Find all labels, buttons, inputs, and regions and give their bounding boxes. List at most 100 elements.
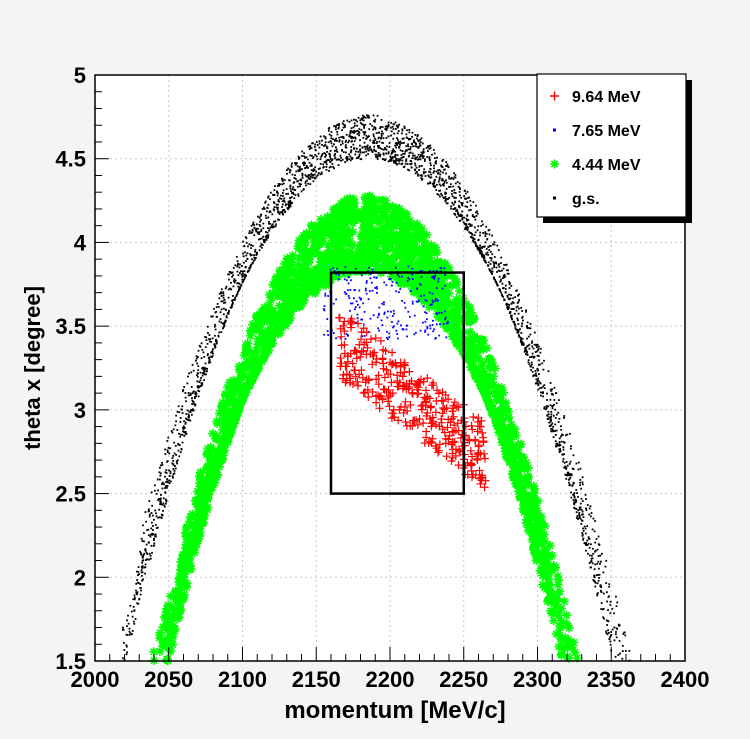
data-point xyxy=(476,215,478,217)
data-point xyxy=(359,154,361,156)
data-point xyxy=(297,186,299,188)
data-point xyxy=(368,147,370,149)
data-point xyxy=(420,295,422,297)
data-point xyxy=(528,327,530,329)
data-point xyxy=(197,365,199,367)
data-point xyxy=(303,155,305,157)
data-point xyxy=(221,288,223,290)
data-point-star xyxy=(262,348,271,357)
data-point xyxy=(282,192,284,194)
data-point xyxy=(314,144,316,146)
data-point xyxy=(510,315,512,317)
data-point xyxy=(584,542,586,544)
data-point xyxy=(345,338,347,340)
data-point xyxy=(359,297,361,299)
data-point xyxy=(201,357,203,359)
data-point xyxy=(384,147,386,149)
data-point xyxy=(502,287,504,289)
data-point xyxy=(137,574,139,576)
data-point xyxy=(148,508,150,510)
data-point xyxy=(315,149,317,151)
data-point xyxy=(450,178,452,180)
data-point xyxy=(360,118,362,120)
data-point xyxy=(388,160,390,162)
data-point xyxy=(517,332,519,334)
data-point xyxy=(331,142,333,144)
data-point xyxy=(151,512,153,514)
data-point xyxy=(382,324,384,326)
data-point xyxy=(482,232,484,234)
data-point xyxy=(146,529,148,531)
data-point xyxy=(522,338,524,340)
data-point xyxy=(385,158,387,160)
data-point xyxy=(244,270,246,272)
data-point xyxy=(429,145,431,147)
data-point xyxy=(224,320,226,322)
data-point xyxy=(199,385,201,387)
data-point xyxy=(598,536,600,538)
data-point xyxy=(396,137,398,139)
data-point xyxy=(195,360,197,362)
data-point xyxy=(137,591,139,593)
data-point xyxy=(386,145,388,147)
data-point xyxy=(469,200,471,202)
data-point xyxy=(163,504,165,506)
data-point xyxy=(511,319,513,321)
data-point xyxy=(436,184,438,186)
data-point xyxy=(477,213,479,215)
data-point xyxy=(550,404,552,406)
data-point xyxy=(283,189,285,191)
data-point xyxy=(599,544,601,546)
data-point xyxy=(418,300,420,302)
data-point xyxy=(164,476,166,478)
data-point xyxy=(416,146,418,148)
data-point xyxy=(371,282,373,284)
data-point xyxy=(411,167,413,169)
data-point-star xyxy=(282,319,291,328)
data-point-star xyxy=(555,621,564,630)
data-point xyxy=(220,318,222,320)
data-point xyxy=(243,255,245,257)
data-point xyxy=(594,586,596,588)
data-point-star xyxy=(182,532,191,541)
data-point xyxy=(191,403,193,405)
data-point xyxy=(454,176,456,178)
data-point xyxy=(530,369,532,371)
data-point xyxy=(309,178,311,180)
data-point xyxy=(607,620,609,622)
data-point xyxy=(574,497,576,499)
data-point xyxy=(561,441,563,443)
data-point xyxy=(412,155,414,157)
data-point xyxy=(181,409,183,411)
data-point xyxy=(518,308,520,310)
data-point xyxy=(148,534,150,536)
data-point xyxy=(591,555,593,557)
data-point xyxy=(313,168,315,170)
data-point xyxy=(289,169,291,171)
data-point xyxy=(553,415,555,417)
data-point xyxy=(191,397,193,399)
data-point xyxy=(270,211,272,213)
data-point xyxy=(534,344,536,346)
data-point xyxy=(553,436,555,438)
data-point xyxy=(576,511,578,513)
data-point xyxy=(300,179,302,181)
data-point xyxy=(183,425,185,427)
data-point xyxy=(273,202,275,204)
data-point xyxy=(576,515,578,517)
data-point-star xyxy=(389,213,398,222)
data-point xyxy=(378,154,380,156)
data-point xyxy=(194,397,196,399)
data-point xyxy=(253,257,255,259)
data-point xyxy=(246,258,248,260)
data-point xyxy=(563,467,565,469)
data-point xyxy=(323,135,325,137)
data-point xyxy=(216,306,218,308)
data-point xyxy=(378,137,380,139)
data-point xyxy=(434,157,436,159)
data-point xyxy=(282,204,284,206)
data-point xyxy=(423,168,425,170)
data-point xyxy=(581,509,583,511)
data-point xyxy=(494,256,496,258)
data-point xyxy=(229,271,231,273)
